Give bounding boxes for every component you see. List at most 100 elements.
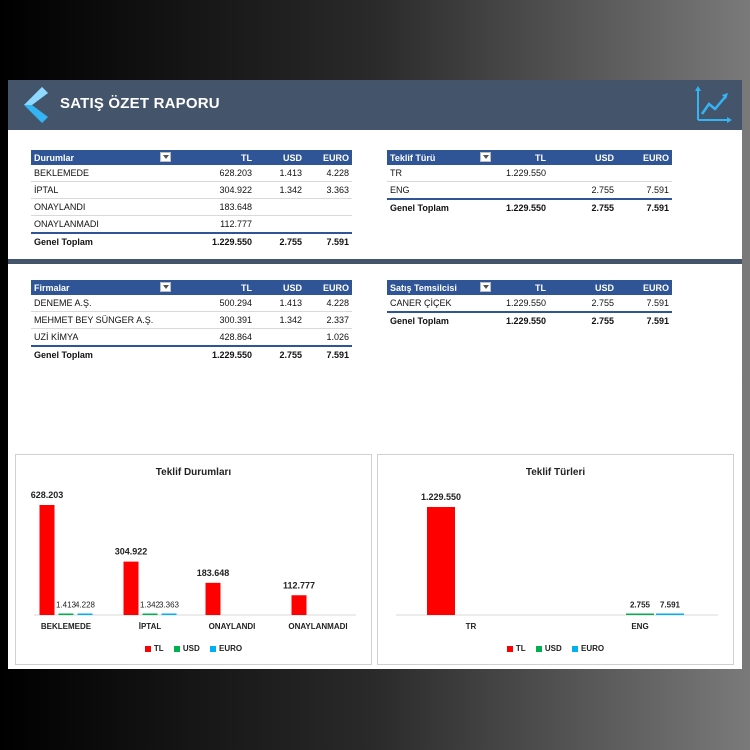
page-title: SATIŞ ÖZET RAPORU — [60, 95, 220, 112]
bar-tl — [427, 507, 455, 615]
dropdown-filter-icon[interactable] — [160, 152, 171, 162]
bar-tl — [291, 595, 307, 615]
category-label: ONAYLANDI — [209, 622, 256, 631]
data-label: 112.777 — [283, 580, 315, 590]
table-row[interactable]: DENEME A.Ş. 500.294 1.413 4.228 — [31, 295, 352, 312]
chart-legend: TL USD EURO — [16, 644, 371, 653]
bar-usd — [58, 613, 74, 615]
column-header-euro: EURO — [305, 150, 352, 165]
cell: 304.922 — [173, 181, 255, 199]
column-header-satis-temsilcisi: Satış Temsilcisi — [387, 280, 493, 295]
table-row[interactable]: BEKLEMEDE 628.203 1.413 4.228 — [31, 165, 352, 182]
category-label: TR — [466, 622, 477, 631]
cell: 183.648 — [173, 198, 255, 216]
cell — [255, 198, 305, 216]
table-row[interactable]: ENG 2.755 7.591 — [387, 181, 672, 200]
table-row[interactable]: UZİ KİMYA 428.864 1.026 — [31, 328, 352, 347]
chart-svg: Teklif Türleri 1.229.550 TR 2.755 7.591 ENG — [396, 467, 718, 631]
cell: 1.342 — [255, 311, 305, 329]
cell: 1.229.550 — [173, 232, 255, 250]
total-row: Genel Toplam 1.229.550 2.755 7.591 — [387, 198, 672, 216]
cell — [305, 198, 352, 216]
cell: DENEME A.Ş. — [31, 295, 173, 312]
cell: UZİ KİMYA — [31, 328, 173, 347]
cell: 2.337 — [305, 311, 352, 329]
cell: 300.391 — [173, 311, 255, 329]
category-label: İPTAL — [139, 622, 162, 631]
bar-tl — [205, 582, 221, 615]
bar-usd — [626, 613, 654, 615]
legend-item-tl: TL — [506, 644, 526, 653]
cell: 500.294 — [173, 295, 255, 312]
cell: 1.342 — [255, 181, 305, 199]
category-label: BEKLEMEDE — [41, 622, 92, 631]
chart-title: Teklif Türleri — [526, 467, 585, 478]
dropdown-filter-icon[interactable] — [480, 152, 491, 162]
column-header-teklif-turu: Teklif Türü — [387, 150, 493, 165]
cell — [255, 215, 305, 234]
column-header-euro: EURO — [617, 150, 672, 165]
cell: 7.591 — [617, 181, 672, 200]
chevron-left-icon[interactable] — [18, 85, 52, 125]
legend-item-euro: EURO — [572, 644, 604, 653]
data-label: 7.591 — [660, 601, 681, 610]
table-row[interactable]: CANER ÇİÇEK 1.229.550 2.755 7.591 — [387, 295, 672, 313]
dropdown-filter-icon[interactable] — [160, 282, 171, 292]
column-header-tl: TL — [173, 280, 255, 295]
cell: ENG — [387, 181, 493, 200]
total-row: Genel Toplam 1.229.550 2.755 7.591 — [31, 232, 352, 250]
table-row[interactable]: ONAYLANMADI 112.777 — [31, 215, 352, 234]
cell — [305, 215, 352, 234]
cell — [255, 328, 305, 347]
chart-legend: TL USD EURO — [378, 644, 733, 653]
cell: 2.755 — [255, 232, 305, 250]
legend-item-euro: EURO — [210, 644, 242, 653]
cell — [549, 165, 617, 182]
table-row[interactable]: İPTAL 304.922 1.342 3.363 — [31, 181, 352, 199]
category-label: ENG — [631, 622, 648, 631]
cell: 1.413 — [255, 295, 305, 312]
report-header: SATIŞ ÖZET RAPORU — [8, 80, 742, 130]
column-header-tl: TL — [173, 150, 255, 165]
cell: TR — [387, 165, 493, 182]
dropdown-filter-icon[interactable] — [480, 282, 491, 292]
data-label: 1.413 — [56, 601, 77, 610]
column-header-tl: TL — [493, 280, 549, 295]
column-header-durumlar: Durumlar — [31, 150, 173, 165]
chart-teklif-turleri[interactable]: Teklif Türleri 1.229.550 TR 2.755 7.591 ENG T… — [377, 454, 734, 665]
cell: Genel Toplam — [31, 232, 173, 250]
cell: 7.591 — [617, 295, 672, 313]
data-label: 628.203 — [31, 490, 64, 500]
table-row[interactable]: MEHMET BEY SÜNGER A.Ş. 300.391 1.342 2.337 — [31, 311, 352, 329]
table-row[interactable]: TR 1.229.550 — [387, 165, 672, 182]
cell: 1.229.550 — [493, 311, 549, 329]
bar-usd — [142, 613, 158, 615]
cell: BEKLEMEDE — [31, 165, 173, 182]
report-sheet: SATIŞ ÖZET RAPORU Durumlar TL USD EURO B… — [8, 80, 742, 669]
cell: Genel Toplam — [387, 311, 493, 329]
cell: CANER ÇİÇEK — [387, 295, 493, 313]
cell: 4.228 — [305, 295, 352, 312]
bar-euro — [77, 613, 93, 615]
data-label: 2.755 — [630, 601, 651, 610]
cell: Genel Toplam — [31, 345, 173, 363]
column-header-tl: TL — [493, 150, 549, 165]
bar-euro — [161, 613, 177, 615]
chart-teklif-durumlari[interactable]: Teklif Durumları 628.203 1.413 4.228 BEKLEME… — [15, 454, 372, 665]
cell: MEHMET BEY SÜNGER A.Ş. — [31, 311, 173, 329]
column-header-usd: USD — [549, 280, 617, 295]
line-chart-icon — [695, 86, 732, 123]
bar-euro — [656, 613, 684, 615]
column-header-usd: USD — [255, 150, 305, 165]
cell: İPTAL — [31, 181, 173, 199]
bar-tl — [123, 561, 139, 615]
cell: 2.755 — [549, 198, 617, 216]
data-label: 1.229.550 — [421, 492, 461, 502]
legend-item-tl: TL — [144, 644, 164, 653]
table-row[interactable]: ONAYLANDI 183.648 — [31, 198, 352, 216]
cell: 1.229.550 — [173, 345, 255, 363]
pivot-table-satis-temsilcisi: Satış Temsilcisi TL USD EURO CANER ÇİÇEK… — [387, 280, 672, 329]
cell: 7.591 — [617, 311, 672, 329]
cell: 112.777 — [173, 215, 255, 234]
